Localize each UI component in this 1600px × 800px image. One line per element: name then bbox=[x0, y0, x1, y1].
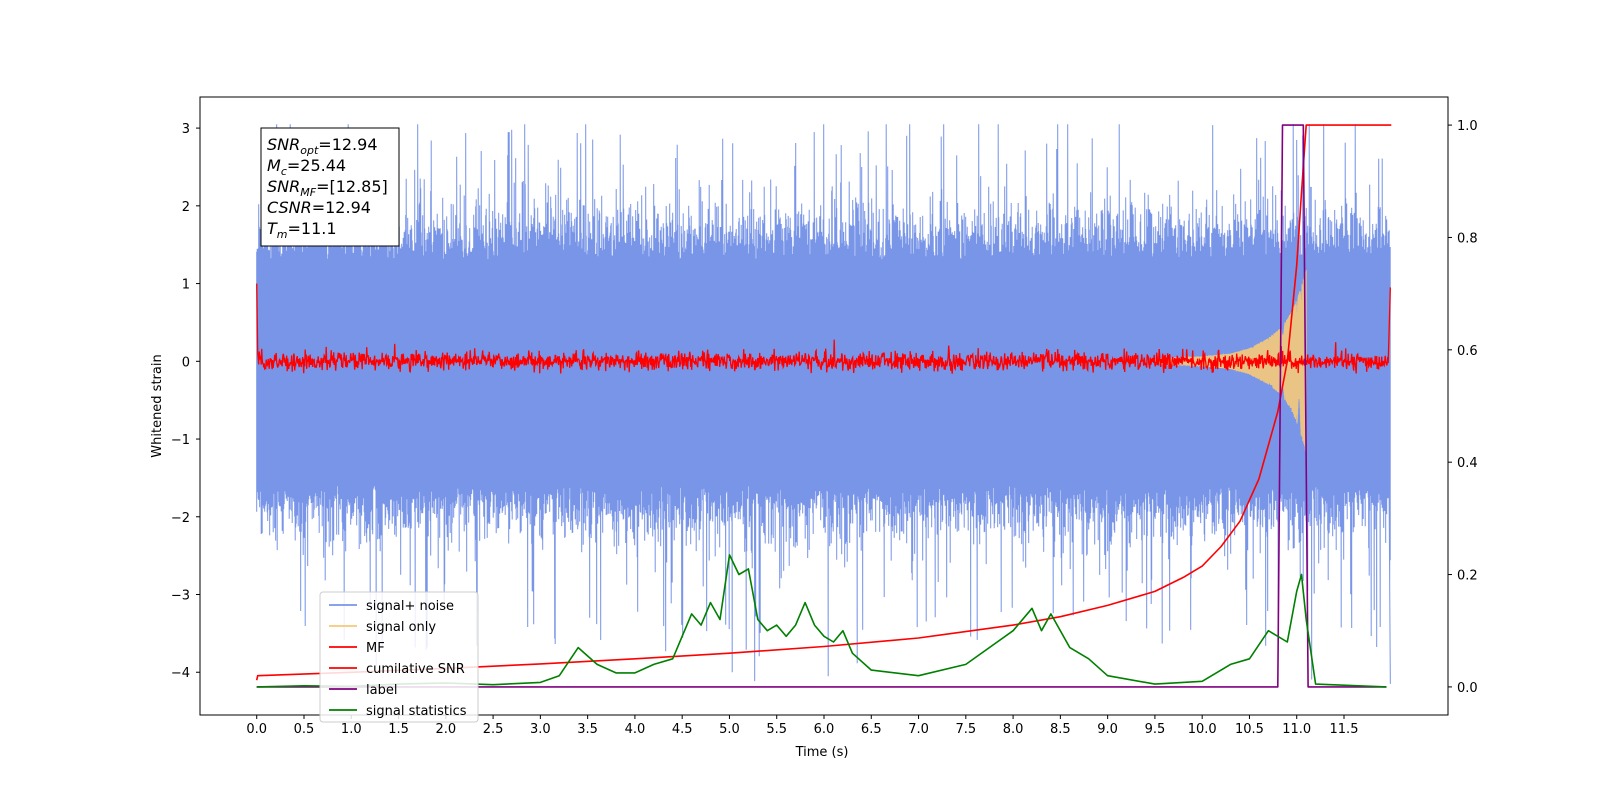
x-tick-label: 2.5 bbox=[483, 722, 504, 737]
x-tick-label: 8.0 bbox=[1003, 722, 1024, 737]
annotation-symbol: T bbox=[267, 219, 278, 238]
x-tick-label: 7.5 bbox=[955, 722, 976, 737]
y2-tick-label: 0.8 bbox=[1457, 231, 1478, 246]
x-tick-label: 2.0 bbox=[435, 722, 456, 737]
x-tick-label: 1.5 bbox=[388, 722, 409, 737]
annotation-subscript: opt bbox=[300, 144, 319, 157]
annotation-symbol: CSNR bbox=[267, 198, 312, 217]
legend-entry-label: cumilative SNR bbox=[366, 662, 465, 677]
series-signal-statistics bbox=[256, 554, 1387, 688]
annotation-symbol: M bbox=[267, 156, 281, 175]
series-layer bbox=[255, 124, 1392, 688]
annotation-line: SNRopt=12.94 bbox=[267, 135, 378, 157]
x-tick-label: 10.5 bbox=[1235, 722, 1264, 737]
y2-tick-label: 1.0 bbox=[1457, 119, 1478, 134]
y-tick-label: −3 bbox=[171, 589, 190, 604]
x-tick-label: 7.0 bbox=[908, 722, 929, 737]
y-axis-right: 1.0 0.8 0.6 0.4 0.2 0.0 bbox=[1448, 119, 1478, 696]
legend-frame bbox=[319, 591, 479, 723]
x-tick-label: 4.0 bbox=[625, 722, 646, 737]
x-tick-label: 3.5 bbox=[577, 722, 598, 737]
legend: signal+ noise signal only MF cumilative SNR… bbox=[319, 591, 479, 723]
y-tick-label: −2 bbox=[171, 511, 190, 526]
x-tick-label: 11.5 bbox=[1330, 722, 1359, 737]
annotation-line: Tm=11.1 bbox=[267, 219, 337, 241]
annotation-symbol: SNR bbox=[267, 135, 300, 154]
y-tick-label: 1 bbox=[182, 278, 190, 293]
y-tick-label: 0 bbox=[182, 355, 190, 370]
annotation-frame bbox=[260, 127, 400, 247]
series-label bbox=[256, 124, 1387, 688]
annotation-subscript: m bbox=[277, 228, 288, 241]
x-tick-label: 6.0 bbox=[814, 722, 835, 737]
x-tick-label: 10.0 bbox=[1188, 722, 1217, 737]
legend-entry-label: MF bbox=[366, 641, 385, 656]
y2-tick-label: 0.4 bbox=[1457, 456, 1478, 471]
y-tick-label: −4 bbox=[171, 666, 190, 681]
legend-entry-label: label bbox=[366, 683, 397, 698]
annotation-value: =12.94 bbox=[312, 198, 371, 217]
annotation-line: Mc=25.44 bbox=[267, 156, 346, 178]
annotation-value: =25.44 bbox=[287, 156, 346, 175]
x-tick-label: 0.0 bbox=[246, 722, 267, 737]
y2-tick-label: 0.2 bbox=[1457, 569, 1478, 584]
y-axis-left: 3 2 1 0 −1 −2 −3 −4 bbox=[171, 122, 200, 681]
annotation-value: =[12.85] bbox=[316, 177, 388, 196]
x-tick-label: 11.0 bbox=[1282, 722, 1311, 737]
x-tick-label: 5.0 bbox=[719, 722, 740, 737]
annotation-symbol: SNR bbox=[267, 177, 300, 196]
y-tick-label: 2 bbox=[182, 200, 190, 215]
x-axis-label: Time (s) bbox=[795, 745, 849, 760]
y-tick-label: −1 bbox=[171, 433, 190, 448]
x-tick-label: 6.5 bbox=[861, 722, 882, 737]
x-tick-label: 9.0 bbox=[1097, 722, 1118, 737]
x-tick-label: 8.5 bbox=[1050, 722, 1071, 737]
y2-tick-label: 0.6 bbox=[1457, 344, 1478, 359]
series-signal-plus-noise bbox=[256, 124, 1391, 684]
y-tick-label: 3 bbox=[182, 122, 190, 137]
series-cumulative-snr bbox=[255, 124, 1392, 681]
legend-entry-label: signal only bbox=[366, 620, 436, 635]
x-tick-label: 9.5 bbox=[1145, 722, 1166, 737]
y2-tick-label: 0.0 bbox=[1457, 681, 1478, 696]
x-tick-label: 0.5 bbox=[294, 722, 315, 737]
annotation-line: SNRMF=[12.85] bbox=[267, 177, 388, 199]
x-tick-label: 3.0 bbox=[530, 722, 551, 737]
x-axis: 0.0 0.5 1.0 1.5 2.0 2.5 3.0 3.5 4.0 4.5 5.0 5.5 6.0 6… bbox=[246, 715, 1358, 737]
y-axis-label: Whitened strain bbox=[150, 354, 165, 457]
series-mf bbox=[256, 283, 1391, 374]
annotation-line: CSNR=12.94 bbox=[267, 198, 371, 217]
x-tick-label: 5.5 bbox=[766, 722, 787, 737]
annotation-subscript: c bbox=[281, 165, 287, 178]
x-tick-label: 4.5 bbox=[672, 722, 693, 737]
x-tick-label: 1.0 bbox=[341, 722, 362, 737]
annotation-box: SNRopt=12.94Mc=25.44SNRMF=[12.85]CSNR=12… bbox=[260, 127, 400, 247]
annotation-value: =11.1 bbox=[288, 219, 337, 238]
annotation-subscript: MF bbox=[300, 186, 316, 199]
legend-entry-label: signal statistics bbox=[366, 704, 467, 719]
annotation-value: =12.94 bbox=[318, 135, 377, 154]
legend-entry-label: signal+ noise bbox=[366, 599, 454, 614]
